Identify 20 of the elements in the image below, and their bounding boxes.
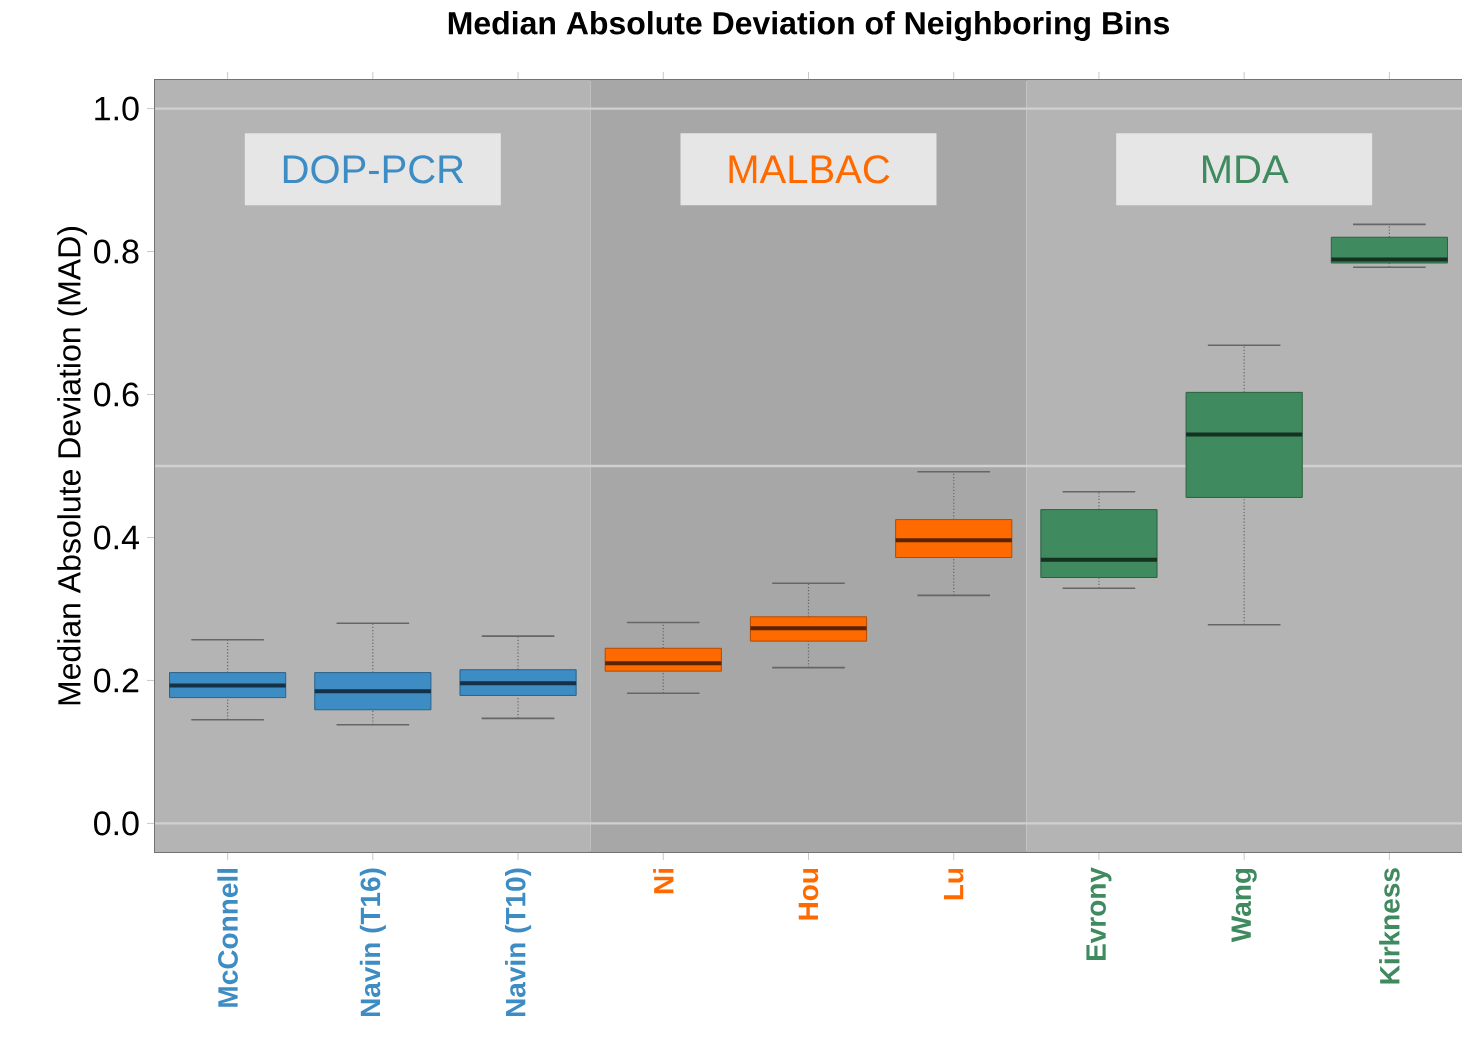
x-tick-label: McConnell [217, 869, 238, 1007]
x-tick-label: Kirkness [1379, 868, 1400, 984]
x-tick-label: Evrony [1086, 867, 1112, 961]
x-tick-label: Navin (T10) [505, 868, 532, 1017]
y-axis-title: Median Absolute Deviation (MAD) [57, 227, 88, 705]
x-tick-label: Hou [798, 868, 819, 920]
x-tick-label: Ni [653, 869, 674, 894]
y-tick-label: 0.8 [94, 239, 139, 264]
y-tick-label: 0.2 [94, 668, 139, 693]
y-tick-label: 0.6 [94, 382, 139, 407]
band-label: MALBAC [729, 155, 890, 184]
y-tick-label: 0.0 [94, 811, 139, 836]
chart-title: Median Absolute Deviation of Neighboring Bins [448, 11, 1170, 41]
y-tick-label: 1.0 [95, 96, 139, 121]
band-label: MDA [1203, 155, 1289, 184]
x-tick-label: Navin (T16) [359, 868, 386, 1017]
x-tick-label: Wang [1231, 868, 1257, 943]
y-tick-label: 0.4 [94, 525, 139, 550]
x-tick-label: Lu [943, 868, 964, 900]
band-label: DOP-PCR [283, 155, 464, 184]
